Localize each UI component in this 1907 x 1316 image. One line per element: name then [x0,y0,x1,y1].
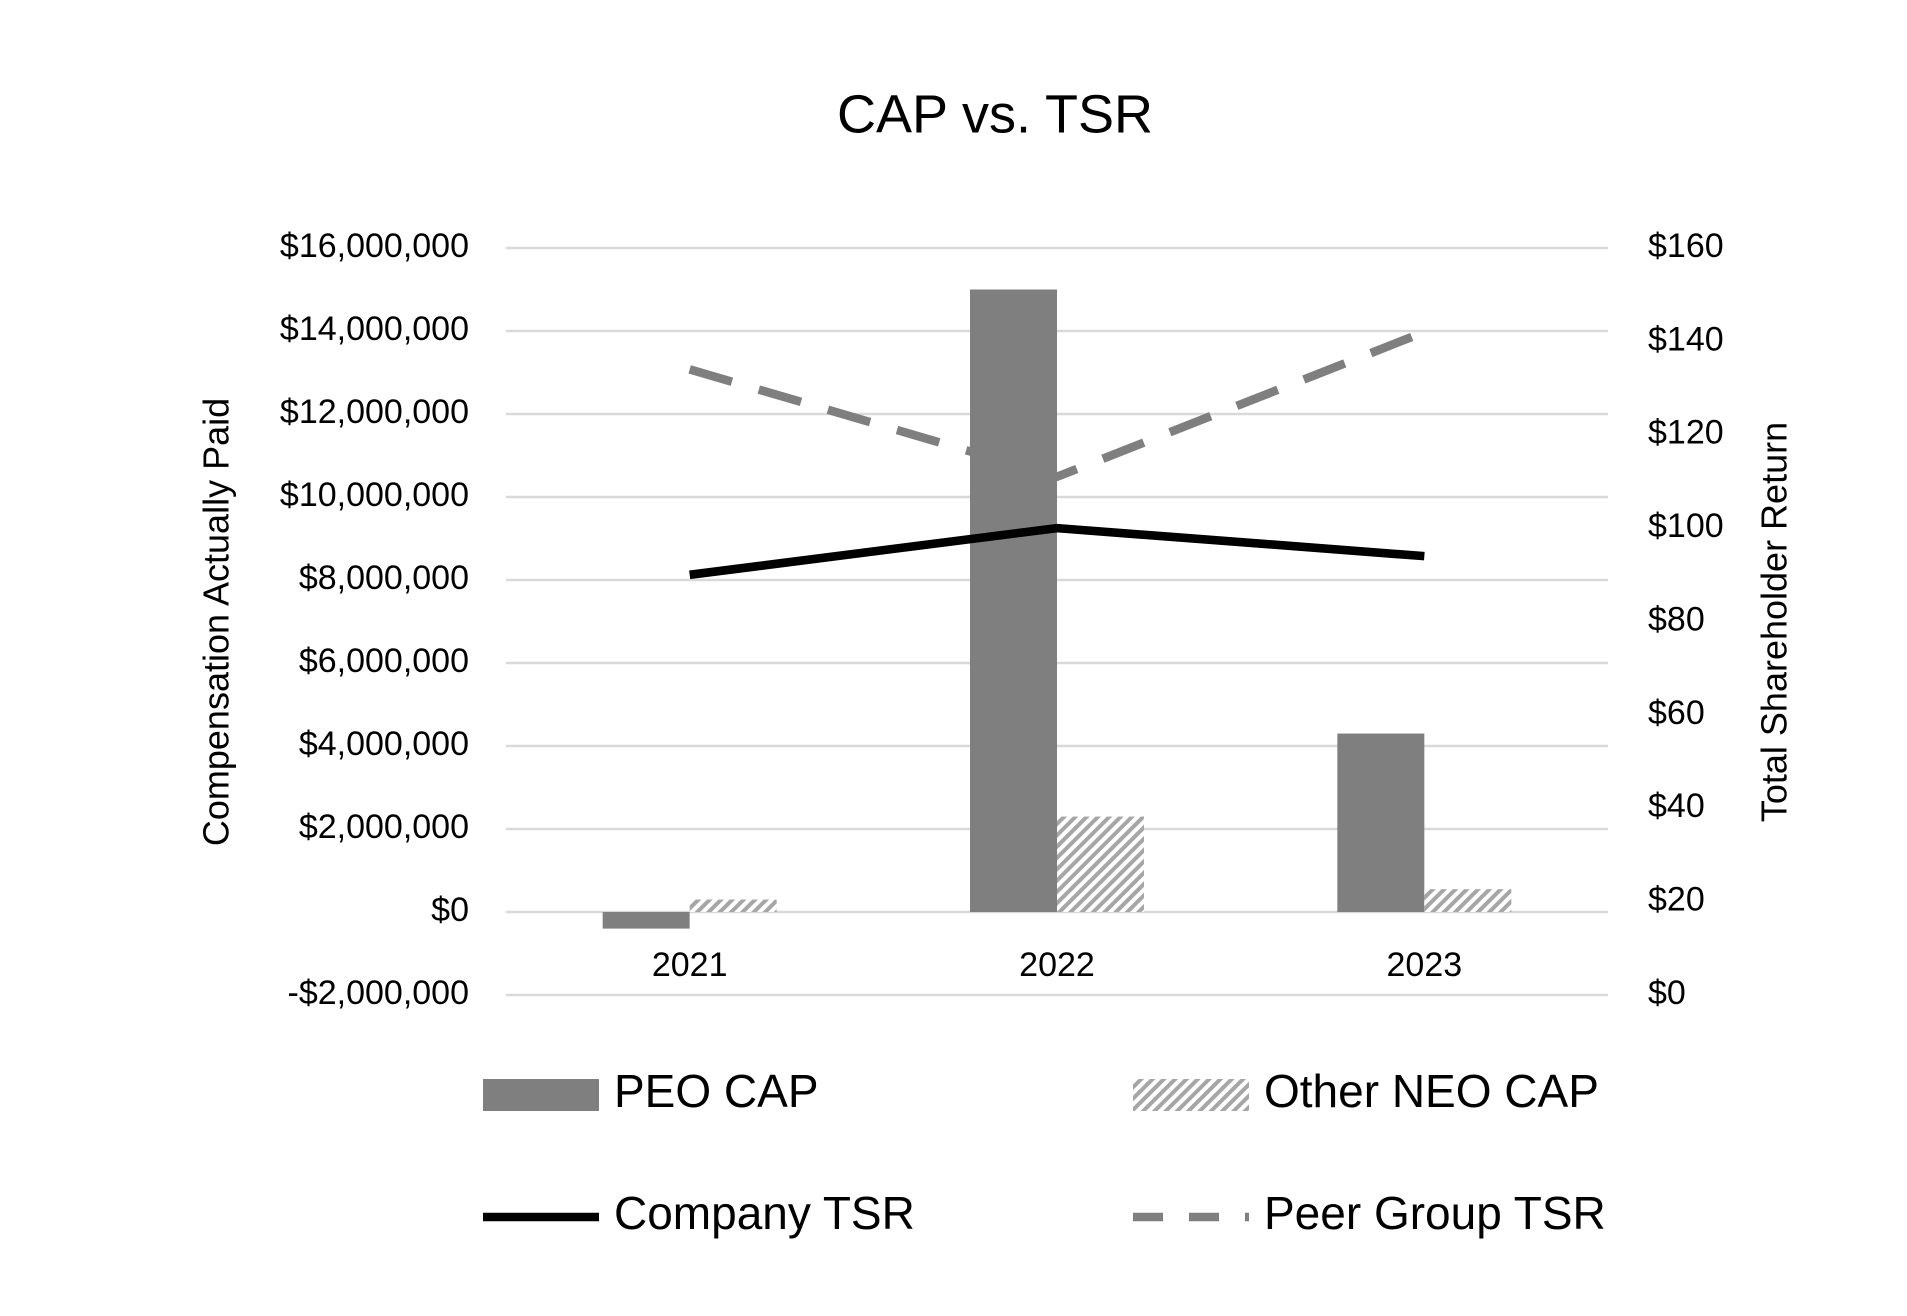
y-tick-label: $6,000,000 [299,642,469,680]
y2-tick-label: $120 [1648,414,1724,452]
line [688,328,1426,482]
y2-tick-label: $0 [1648,974,1686,1012]
bar [1424,889,1512,912]
y-tick-label: $4,000,000 [299,725,469,763]
legend-label: PEO CAP [614,1065,819,1117]
y2-tick-label: $160 [1648,227,1724,265]
y2-axis-title: Total Shareholder Return [1754,422,1795,822]
y2-tick-label: $100 [1648,507,1724,545]
y2-tick-label: $20 [1648,881,1705,919]
legend-swatch [1133,1079,1249,1111]
y-tick-label: $2,000,000 [299,808,469,846]
chart-title: CAP vs. TSR [837,84,1153,144]
bar [689,899,777,912]
legend-label: Peer Group TSR [1264,1187,1606,1239]
y-tick-label: $8,000,000 [299,559,469,597]
x-tick-label: 2023 [1387,946,1463,984]
y2-tick-label: $60 [1648,694,1705,732]
legend-swatch [483,1079,599,1111]
x-tick-label: 2021 [652,946,728,984]
bar [1057,816,1144,912]
y-axis-title: Compensation Actually Paid [196,398,237,846]
y2-tick-label: $80 [1648,600,1705,638]
y-tick-label: $12,000,000 [280,393,469,431]
bar [970,289,1057,912]
y-tick-label: $16,000,000 [280,227,469,265]
y-tick-label: -$2,000,000 [288,974,470,1012]
line [689,523,1425,580]
y2-tick-label: $140 [1648,320,1724,358]
bar [1337,733,1425,912]
bar [602,912,690,929]
y-tick-label: $14,000,000 [280,310,469,348]
y2-tick-label: $40 [1648,787,1705,825]
x-tick-label: 2022 [1019,946,1095,984]
y-tick-label: $10,000,000 [280,476,469,514]
legend-label: Company TSR [614,1187,915,1239]
legend-label: Other NEO CAP [1264,1065,1599,1117]
y-tick-label: $0 [431,891,469,929]
